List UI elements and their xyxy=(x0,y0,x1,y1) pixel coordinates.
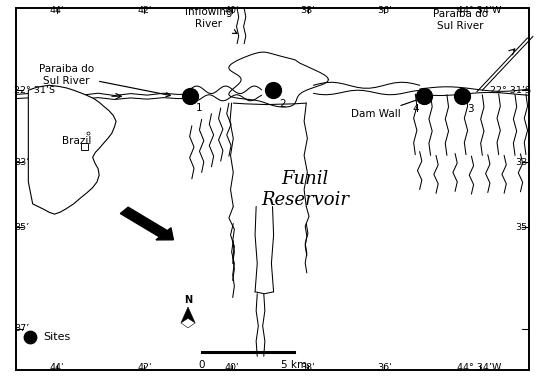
FancyBboxPatch shape xyxy=(16,8,529,370)
Text: 38': 38' xyxy=(301,6,315,15)
Bar xyxy=(81,143,88,150)
Text: Dam Wall: Dam Wall xyxy=(351,96,426,119)
FancyArrow shape xyxy=(120,207,173,240)
Text: 35’: 35’ xyxy=(14,223,29,232)
Polygon shape xyxy=(181,318,195,328)
Text: 1: 1 xyxy=(196,103,203,113)
Text: 36': 36' xyxy=(377,363,391,372)
Text: 33’: 33’ xyxy=(516,158,531,167)
Text: 2: 2 xyxy=(279,99,286,108)
Text: Funil
Reservoir: Funil Reservoir xyxy=(261,170,349,209)
Text: 22° 31’S: 22° 31’S xyxy=(14,86,55,95)
Text: 35’: 35’ xyxy=(516,223,531,232)
Text: 3: 3 xyxy=(467,104,474,114)
Text: 40': 40' xyxy=(225,363,239,372)
Point xyxy=(268,87,277,93)
Text: Sites: Sites xyxy=(44,332,71,342)
Point xyxy=(457,92,466,99)
Text: 4: 4 xyxy=(412,104,419,114)
Point xyxy=(420,92,428,99)
Text: 0: 0 xyxy=(198,360,205,370)
Text: 44° 34’W: 44° 34’W xyxy=(457,363,502,372)
Text: Paraiba do
Sul River: Paraiba do Sul River xyxy=(433,9,488,31)
Text: Brazil: Brazil xyxy=(62,136,91,146)
Text: Paraiba do
Sul River: Paraiba do Sul River xyxy=(39,64,171,97)
Polygon shape xyxy=(181,307,195,323)
Point xyxy=(26,334,34,340)
Text: 37’: 37’ xyxy=(14,324,29,333)
Text: 44': 44' xyxy=(50,6,64,15)
Polygon shape xyxy=(28,85,116,214)
Text: 5 km: 5 km xyxy=(281,360,307,370)
Text: 33’: 33’ xyxy=(14,158,29,167)
Text: Inflowing
River: Inflowing River xyxy=(185,7,237,33)
Text: 42': 42' xyxy=(137,6,152,15)
Text: 22° 31’S: 22° 31’S xyxy=(490,86,531,95)
Text: 44° 34’W: 44° 34’W xyxy=(457,6,502,15)
Point xyxy=(185,92,194,99)
Text: 44': 44' xyxy=(50,363,64,372)
Text: 36': 36' xyxy=(377,6,391,15)
Text: 42': 42' xyxy=(137,363,152,372)
Text: 40': 40' xyxy=(225,6,239,15)
Text: 38': 38' xyxy=(301,363,315,372)
Text: N: N xyxy=(184,295,192,305)
